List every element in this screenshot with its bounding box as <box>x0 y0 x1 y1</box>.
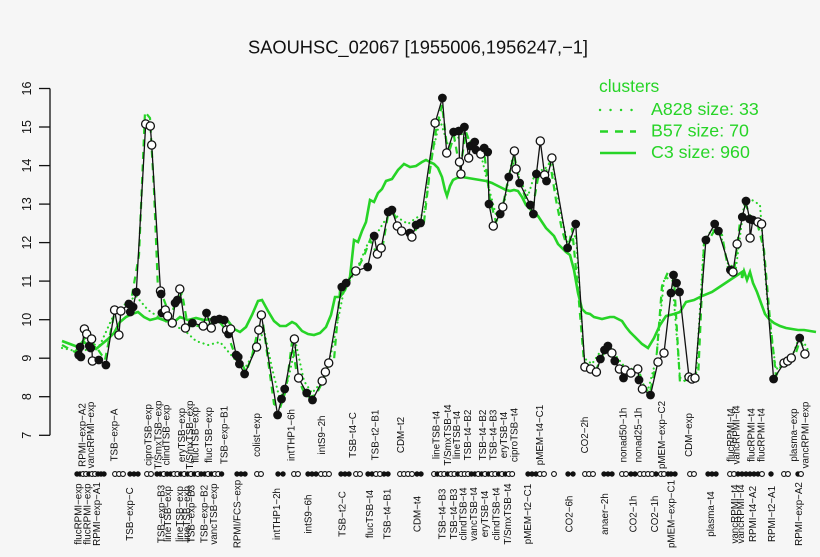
svg-text:TSB−t4−C: TSB−t4−C <box>348 412 359 458</box>
svg-text:TSB−t2−C: TSB−t2−C <box>338 491 349 537</box>
svg-text:RPMI−t4−A2: RPMI−t4−A2 <box>748 486 759 542</box>
svg-text:pMEM−exp−C2: pMEM−exp−C2 <box>657 401 668 469</box>
svg-text:TSB−exp−C: TSB−exp−C <box>125 487 136 540</box>
svg-text:RPMI−t2−A1: RPMI−t2−A1 <box>767 486 778 542</box>
svg-text:9: 9 <box>20 355 34 362</box>
svg-text:vancRPMI−exp: vancRPMI−exp <box>86 401 97 468</box>
svg-text:TSB−exp−B3: TSB−exp−B3 <box>157 484 168 543</box>
svg-text:CDM−t4: CDM−t4 <box>412 495 423 532</box>
svg-text:TSB−t4−B3: TSB−t4−B3 <box>438 488 449 539</box>
svg-text:TSB−t4−B3: TSB−t4−B3 <box>449 488 460 539</box>
svg-text:B57 size: 70: B57 size: 70 <box>651 121 749 141</box>
svg-text:T/SmxTSB−t4: T/SmxTSB−t4 <box>503 483 514 545</box>
svg-text:T/SmxTSB−exp: T/SmxTSB−exp <box>154 400 165 469</box>
svg-text:TSB−exp−B2: TSB−exp−B2 <box>200 485 211 543</box>
svg-text:T/SmxTSB−exp: T/SmxTSB−exp <box>185 400 196 469</box>
svg-text:intS9−6h: intS9−6h <box>304 495 315 534</box>
svg-text:12: 12 <box>20 236 34 250</box>
svg-text:CO2−1h: CO2−1h <box>650 496 661 533</box>
svg-text:clindTSB−t4: clindTSB−t4 <box>491 487 502 541</box>
svg-text:16: 16 <box>20 82 34 96</box>
svg-text:ciproTSB−exp: ciproTSB−exp <box>143 404 154 466</box>
svg-text:11: 11 <box>20 275 34 288</box>
svg-text:TSB−exp−B1: TSB−exp−B1 <box>219 406 230 464</box>
svg-text:flucRPMI−t4: flucRPMI−t4 <box>757 408 768 462</box>
svg-text:lineTSB−exp: lineTSB−exp <box>163 486 174 542</box>
svg-text:lineTSB−t4: lineTSB−t4 <box>432 410 443 459</box>
svg-text:CO2−2h: CO2−2h <box>580 417 591 454</box>
svg-text:intTHP1−6h: intTHP1−6h <box>287 409 298 461</box>
svg-text:T/SmxTSB−t4: T/SmxTSB−t4 <box>443 404 454 466</box>
svg-text:TSB−t2−B1: TSB−t2−B1 <box>371 410 382 461</box>
svg-text:RPMI/FCS−exp: RPMI/FCS−exp <box>233 479 244 548</box>
svg-text:10: 10 <box>20 313 34 327</box>
svg-text:TSB−t4−B2: TSB−t4−B2 <box>463 410 474 461</box>
svg-text:SAOUHSC_02067 [1955006,1956247: SAOUHSC_02067 [1955006,1956247,−1] <box>248 37 588 59</box>
svg-text:CO2−6h: CO2−6h <box>565 496 576 533</box>
svg-text:CO2−1h: CO2−1h <box>629 496 640 533</box>
svg-text:plasma−t4: plasma−t4 <box>706 491 717 537</box>
svg-text:colist−exp: colist−exp <box>252 413 263 457</box>
svg-text:lineTSB−t4: lineTSB−t4 <box>452 410 463 459</box>
svg-text:plasma−exp: plasma−exp <box>789 408 800 462</box>
svg-text:ciproTSB−t4: ciproTSB−t4 <box>509 407 520 462</box>
svg-text:anaer−2h: anaer−2h <box>600 493 611 535</box>
svg-text:vancRPMI−exp: vancRPMI−exp <box>801 401 812 468</box>
svg-text:vancRPMI−t4: vancRPMI−t4 <box>736 484 747 544</box>
svg-text:eryTSB−t4: eryTSB−t4 <box>480 490 491 537</box>
svg-text:TSB−t4−B2: TSB−t4−B2 <box>478 410 489 461</box>
svg-text:clusters: clusters <box>599 76 660 96</box>
svg-text:RPMI−exp−A2: RPMI−exp−A2 <box>78 403 89 467</box>
svg-text:flucRPMI−exp: flucRPMI−exp <box>74 483 85 545</box>
svg-text:15: 15 <box>20 120 34 134</box>
svg-text:vancRPMI−t4: vancRPMI−t4 <box>732 405 743 465</box>
svg-text:TSB−exp−A: TSB−exp−A <box>110 408 121 461</box>
svg-text:lineTSB−exp: lineTSB−exp <box>182 486 193 542</box>
svg-text:flucTSB−exp: flucTSB−exp <box>204 407 215 463</box>
svg-text:pMEM−t2−C1: pMEM−t2−C1 <box>523 484 534 544</box>
svg-text:13: 13 <box>20 197 34 211</box>
svg-text:eryTSB−exp: eryTSB−exp <box>177 407 188 462</box>
svg-text:flucTSB−exp: flucTSB−exp <box>191 407 202 463</box>
svg-text:pMEM−exp−C1: pMEM−exp−C1 <box>667 480 678 548</box>
svg-text:vancTSB−exp: vancTSB−exp <box>209 483 220 545</box>
svg-text:lineTSB−exp: lineTSB−exp <box>175 486 186 542</box>
svg-text:TSB−t4−B1: TSB−t4−B1 <box>383 489 394 540</box>
svg-text:7: 7 <box>20 432 34 439</box>
svg-text:vancRPMI−t4: vancRPMI−t4 <box>730 484 741 544</box>
svg-text:RPMI−exp−A1: RPMI−exp−A1 <box>92 482 103 546</box>
svg-text:intTHP1−2h: intTHP1−2h <box>272 488 283 540</box>
svg-text:TSB−t4−B3: TSB−t4−B3 <box>489 409 500 460</box>
svg-text:flucRPMI−t4: flucRPMI−t4 <box>747 408 758 462</box>
svg-text:eryTSB−t4: eryTSB−t4 <box>499 411 510 458</box>
svg-text:CDM−t2: CDM−t2 <box>396 417 407 453</box>
svg-text:A828 size: 33: A828 size: 33 <box>651 99 759 119</box>
svg-text:14: 14 <box>20 159 34 173</box>
svg-text:C3 size: 960: C3 size: 960 <box>651 142 750 162</box>
svg-text:nonad50−1h: nonad50−1h <box>619 408 630 463</box>
svg-text:8: 8 <box>20 393 34 400</box>
svg-text:nonad25−1h: nonad25−1h <box>634 408 645 463</box>
svg-text:clindTSB−exp: clindTSB−exp <box>162 404 173 465</box>
svg-text:RPMI−exp−A2: RPMI−exp−A2 <box>794 482 805 546</box>
svg-text:intS9−2h: intS9−2h <box>317 416 328 455</box>
svg-text:TSB−exp−B3: TSB−exp−B3 <box>187 484 198 543</box>
svg-text:CDM−exp: CDM−exp <box>684 413 695 457</box>
svg-text:flucRPMI−t4: flucRPMI−t4 <box>726 408 737 462</box>
svg-text:pMEM−t4−C1: pMEM−t4−C1 <box>535 405 546 465</box>
svg-text:flucRPMI−exp: flucRPMI−exp <box>82 483 93 545</box>
svg-text:clindTSB−t4: clindTSB−t4 <box>458 487 469 541</box>
svg-text:flucTSB−t4: flucTSB−t4 <box>365 489 376 538</box>
svg-text:vancTSB−t4: vancTSB−t4 <box>469 487 480 541</box>
